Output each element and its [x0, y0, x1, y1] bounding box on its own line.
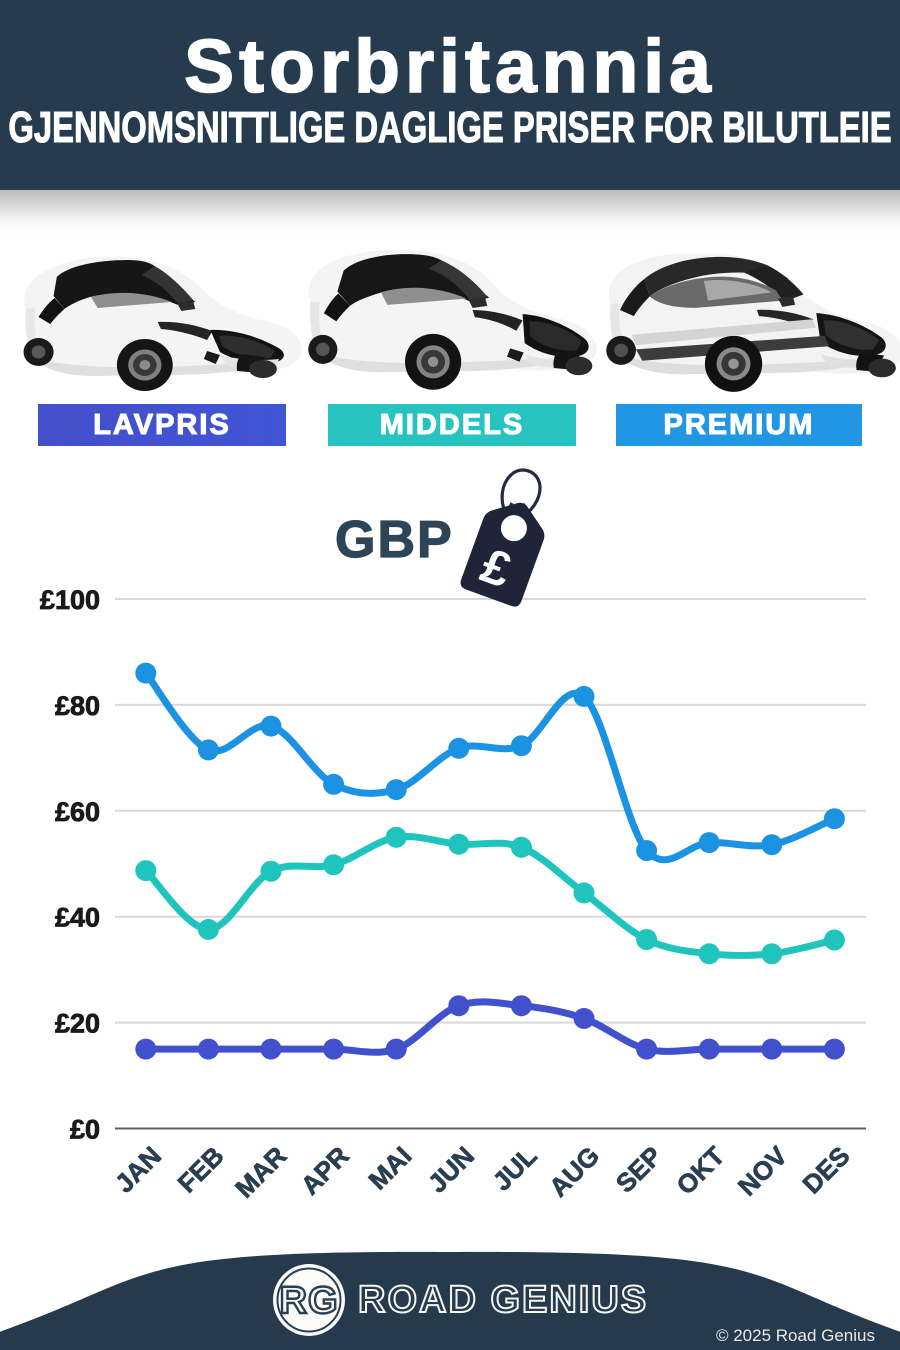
svg-text:£80: £80	[55, 691, 100, 721]
svg-text:FEB: FEB	[172, 1141, 230, 1199]
svg-text:JUN: JUN	[422, 1141, 480, 1199]
svg-text:OKT: OKT	[670, 1140, 730, 1200]
svg-text:NOV: NOV	[732, 1140, 794, 1202]
svg-text:SEP: SEP	[610, 1141, 668, 1199]
svg-text:DES: DES	[797, 1141, 856, 1200]
svg-text:£60: £60	[55, 797, 100, 827]
svg-text:£100: £100	[40, 585, 100, 615]
svg-text:ROAD GENIUS: ROAD GENIUS	[358, 1279, 648, 1321]
svg-text:RG: RG	[280, 1280, 339, 1322]
svg-text:AUG: AUG	[543, 1141, 605, 1203]
svg-text:APR: APR	[295, 1140, 355, 1200]
svg-text:JUL: JUL	[487, 1140, 543, 1196]
svg-text:© 2025 Road Genius: © 2025 Road Genius	[716, 1326, 875, 1345]
svg-text:£20: £20	[55, 1009, 100, 1039]
svg-text:JAN: JAN	[109, 1141, 167, 1199]
svg-text:£40: £40	[55, 903, 100, 933]
svg-text:MAR: MAR	[229, 1140, 292, 1203]
svg-text:£0: £0	[70, 1115, 100, 1145]
svg-text:MAI: MAI	[362, 1141, 417, 1196]
